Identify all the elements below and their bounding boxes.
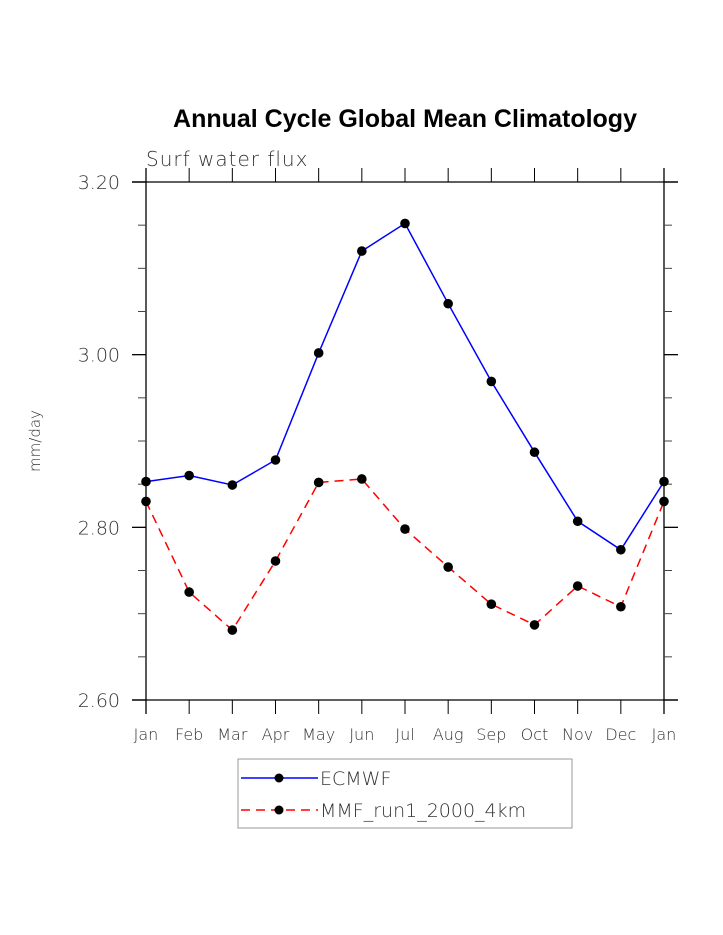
legend-label-ecmwf: ECMWF [320,768,391,790]
data-point-0-1 [184,470,194,481]
data-point-1-3 [270,556,281,566]
legend: ECMWF MMF_run1_2000_4km [237,758,573,829]
data-point-0-9 [529,447,540,458]
x-tick-label: May [302,725,335,744]
legend-marker-ecmwf [274,773,284,783]
data-point-1-8 [486,599,497,609]
data-point-1-9 [529,620,540,630]
x-tick-label: Jun [349,725,374,744]
y-tick-label: 2.60 [78,690,120,712]
data-point-0-6 [400,218,410,229]
data-point-1-4 [313,477,324,488]
data-point-0-0 [141,476,151,487]
legend-box [237,758,573,829]
y-axis-label: mm/day [26,410,44,472]
data-point-0-3 [270,455,281,465]
x-tick-label: Oct [521,725,549,744]
y-tick-label: 2.80 [78,517,120,539]
x-tick-label: Dec [605,725,636,744]
data-point-1-0 [141,496,151,507]
series-lines [145,222,665,632]
x-tick-label: Nov [562,725,593,744]
data-point-0-7 [443,298,453,309]
x-tick-label: Jan [134,725,159,744]
y-tick-label: 3.20 [78,172,120,194]
series-markers [141,218,669,635]
data-point-0-4 [313,348,324,358]
x-tick-label: Jan [652,725,677,744]
axes [132,168,678,714]
data-point-0-2 [227,480,238,490]
x-tick-label: Jul [395,725,414,744]
data-point-1-11 [616,601,626,612]
y-tick-label: 3.00 [78,345,120,367]
data-point-0-11 [616,544,626,555]
data-point-1-1 [184,587,194,597]
series-line-1 [145,478,665,632]
data-point-0-8 [486,376,497,387]
data-point-0-10 [572,516,583,527]
x-tick-label: Aug [433,725,464,744]
chart-title: Annual Cycle Global Mean Climatology [173,105,637,133]
data-point-0-5 [357,246,367,256]
data-point-1-2 [227,625,238,635]
series-line-0 [145,222,665,551]
data-point-1-10 [572,581,583,591]
x-tick-label: Apr [262,725,290,744]
data-point-0-12 [659,476,669,487]
legend-marker-mmf [274,805,284,815]
data-point-1-5 [357,474,367,484]
x-tick-label: Feb [175,725,203,744]
data-point-1-6 [400,524,410,534]
x-tick-label: Sep [476,725,506,744]
tick-labels: Jan Feb Mar Apr May Jun Jul Aug Sep Oct Nov Dec Jan 2… [78,172,677,744]
chart-subtitle: Surf water flux [146,147,308,171]
data-point-1-7 [443,562,453,572]
x-tick-label: Mar [217,725,248,744]
data-point-1-12 [659,496,669,507]
legend-label-mmf: MMF_run1_2000_4km [320,800,526,822]
ticks [132,168,678,714]
